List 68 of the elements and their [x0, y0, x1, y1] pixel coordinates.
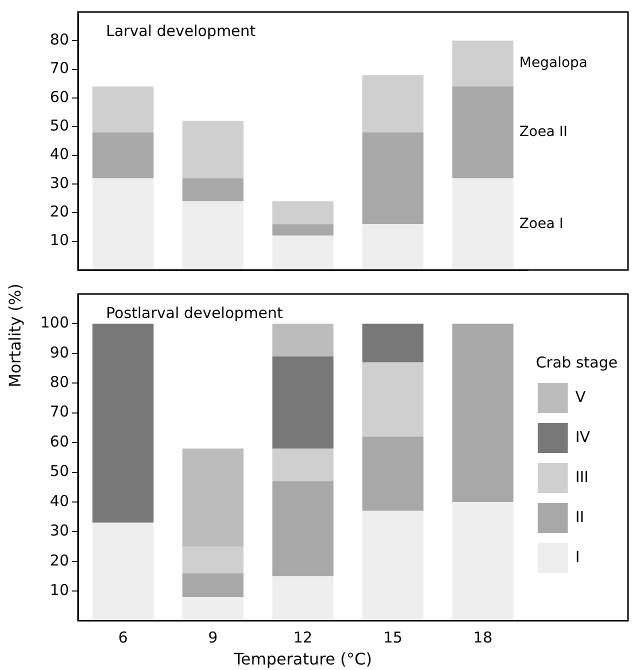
bar — [92, 178, 154, 270]
series-label: Zoea II — [519, 124, 568, 140]
bar — [362, 362, 424, 437]
y-tick-label: 80 — [50, 30, 69, 49]
bar — [272, 481, 334, 576]
bar — [272, 236, 334, 270]
legend-label: IV — [575, 428, 591, 446]
bar — [182, 120, 244, 178]
x-tick-label: 15 — [383, 628, 402, 647]
legend-label: I — [575, 548, 580, 566]
y-tick-label: 40 — [50, 492, 69, 510]
bar — [452, 86, 514, 178]
y-tick-label: 40 — [50, 145, 69, 164]
y-tick-label: 100 — [40, 314, 69, 332]
bar — [362, 224, 424, 270]
bar — [272, 201, 334, 224]
legend-title: Crab stage — [536, 353, 618, 372]
y-tick-label: 30 — [50, 174, 69, 192]
y-tick-label: 10 — [50, 231, 69, 250]
y-tick-label: 60 — [50, 432, 69, 450]
series-label: Zoea I — [519, 216, 564, 232]
bar — [272, 324, 334, 356]
bar — [452, 324, 514, 502]
bar — [362, 324, 424, 362]
x-tick-label: 12 — [293, 628, 312, 647]
x-tick-label: 18 — [473, 628, 492, 647]
bar — [362, 436, 424, 511]
y-tick-label: 80 — [50, 373, 69, 392]
y-tick-label: 60 — [50, 88, 69, 106]
y-tick-label: 10 — [50, 580, 69, 599]
bar — [452, 502, 514, 621]
bar — [452, 40, 514, 87]
y-tick-label: 70 — [50, 59, 69, 78]
legend-label: II — [575, 508, 584, 526]
y-tick-label: 70 — [50, 402, 69, 421]
bar — [182, 178, 244, 202]
bar — [182, 546, 244, 574]
bar — [272, 576, 334, 621]
legend-label: V — [575, 388, 586, 406]
y-axis-title: Mortality (%) — [6, 283, 24, 387]
bar — [272, 448, 334, 482]
y-tick-label: 30 — [50, 522, 69, 540]
x-tick-label: 6 — [118, 628, 128, 647]
bar — [362, 132, 424, 224]
bar — [182, 597, 244, 621]
bar — [92, 522, 154, 621]
text: Postlarval development — [106, 304, 283, 322]
bar — [452, 178, 514, 270]
legend-label: III — [575, 468, 589, 486]
bar — [362, 75, 424, 132]
series-label: Megalopa — [519, 55, 588, 72]
x-tick-label: 9 — [208, 628, 218, 647]
bar — [272, 356, 334, 448]
bar — [182, 573, 244, 598]
bar — [92, 132, 154, 178]
y-tick-label: 20 — [50, 551, 69, 570]
bar — [182, 448, 244, 547]
y-tick-label: 90 — [50, 343, 69, 362]
x-axis-title: Temperature (°C) — [232, 650, 372, 669]
text: Larval development — [106, 22, 256, 40]
bar — [92, 324, 154, 523]
bar — [272, 224, 334, 236]
bar — [182, 201, 244, 270]
y-tick-label: 20 — [50, 202, 69, 221]
bar — [362, 510, 424, 621]
y-tick-label: 50 — [50, 462, 69, 480]
bar — [92, 86, 154, 132]
y-tick-label: 50 — [50, 116, 69, 135]
